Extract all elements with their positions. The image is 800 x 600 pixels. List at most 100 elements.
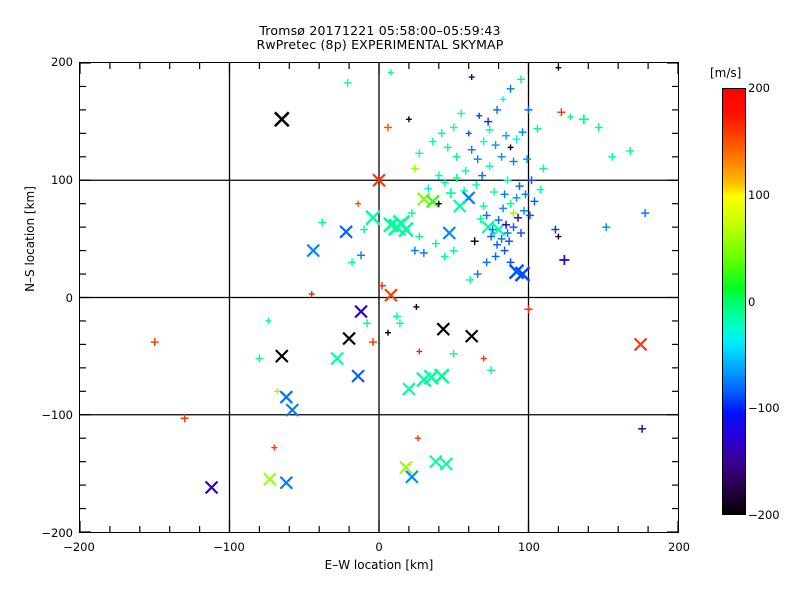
scatter-marker (479, 137, 488, 146)
scatter-marker (378, 281, 386, 290)
scatter-marker (342, 331, 356, 346)
scatter-marker (512, 135, 521, 144)
scatter-marker (638, 424, 647, 433)
scatter-marker (461, 166, 470, 175)
scatter-marker (414, 435, 421, 442)
colorbar-tick-label: 200 (748, 81, 770, 95)
scatter-marker (435, 200, 442, 207)
scatter-marker (424, 184, 433, 193)
scatter-marker (402, 382, 416, 396)
scatter-marker (497, 152, 506, 161)
x-tick-label: −200 (63, 540, 95, 554)
scatter-marker (449, 349, 458, 358)
scatter-marker (502, 220, 511, 229)
scatter-marker (351, 369, 365, 383)
scatter-marker (524, 105, 533, 114)
scatter-marker (431, 239, 440, 248)
scatter-marker (523, 155, 531, 164)
scatter-marker (457, 109, 466, 118)
scatter-marker (445, 188, 456, 199)
scatter-marker (468, 74, 475, 81)
scatter-marker (557, 108, 566, 117)
scatter-marker (449, 246, 458, 255)
scatter-marker (509, 223, 518, 232)
scatter-marker (464, 329, 479, 343)
scatter-marker (500, 96, 507, 103)
scatter-marker (413, 303, 420, 310)
y-axis-label: N–S location [km] (23, 186, 37, 292)
scatter-marker (452, 152, 461, 161)
scatter-marker (369, 338, 378, 347)
colorbar-tick-label: 0 (748, 294, 756, 309)
scatter-marker (437, 129, 446, 138)
scatter-marker (405, 116, 412, 123)
colorbar-tick-label: 100 (748, 187, 770, 202)
scatter-marker (509, 157, 518, 166)
y-tick-label: 100 (51, 172, 73, 187)
scatter-points (150, 64, 650, 495)
scatter-marker (150, 338, 159, 347)
colorbar-unit-label: [m/s] (710, 66, 742, 80)
scatter-marker (476, 112, 483, 119)
scatter-marker (567, 113, 574, 120)
scatter-marker (433, 368, 450, 384)
scatter-marker (452, 173, 461, 182)
scatter-marker (506, 84, 515, 93)
scatter-marker (539, 164, 548, 173)
scatter-marker (440, 252, 449, 261)
scatter-marker (398, 221, 414, 238)
x-tick-label: 100 (518, 540, 540, 554)
scatter-marker (387, 69, 394, 76)
scatter-marker (452, 199, 467, 213)
scatter-marker (518, 128, 527, 137)
scatter-marker (434, 171, 443, 180)
scatter-marker (279, 476, 294, 490)
scatter-marker (449, 123, 458, 132)
scatter-marker (499, 204, 508, 213)
scatter-marker (555, 64, 562, 71)
scatter-marker (339, 225, 353, 239)
scatter-marker (473, 270, 482, 279)
x-axis-label: E–W location [km] (324, 558, 434, 572)
scatter-marker (263, 472, 277, 486)
scatter-marker (482, 211, 491, 220)
scatter-marker (384, 288, 398, 302)
scatter-marker (472, 180, 481, 189)
gridlines (80, 63, 678, 532)
scatter-marker (318, 218, 327, 227)
scatter-marker (485, 125, 494, 134)
scatter-marker (476, 214, 485, 223)
scatter-marker (530, 197, 539, 206)
plot-canvas (80, 63, 678, 532)
scatter-marker (395, 319, 404, 328)
scatter-marker (426, 194, 440, 209)
scatter-marker (348, 258, 357, 267)
colorbar-gradient (722, 88, 746, 515)
title-line-1: Tromsø 20171221 05:58:00–05:59:43 (259, 23, 501, 38)
scatter-marker (503, 176, 512, 185)
scatter-marker (308, 290, 315, 297)
scatter-marker (410, 246, 419, 255)
scatter-marker (343, 78, 352, 87)
scatter-marker (473, 155, 482, 164)
scatter-marker (512, 193, 521, 202)
scatter-marker (484, 117, 493, 126)
scatter-marker (306, 243, 320, 258)
scatter-svg (80, 63, 678, 532)
scatter-marker (480, 355, 487, 362)
chart-title: Tromsø 20171221 05:58:00–05:59:43 RwPret… (0, 24, 760, 52)
scatter-marker (490, 187, 499, 196)
scatter-marker (626, 146, 635, 155)
scatter-marker (608, 152, 617, 161)
scatter-marker (641, 209, 650, 218)
scatter-marker (467, 145, 476, 154)
scatter-marker (493, 240, 502, 249)
scatter-marker (497, 234, 506, 243)
x-tick-label: 200 (668, 540, 690, 554)
scatter-marker (429, 454, 443, 469)
scatter-marker (273, 111, 290, 128)
scatter-marker (204, 480, 219, 495)
scatter-marker (515, 182, 524, 191)
scatter-marker (521, 190, 530, 199)
scatter-marker (509, 209, 518, 218)
